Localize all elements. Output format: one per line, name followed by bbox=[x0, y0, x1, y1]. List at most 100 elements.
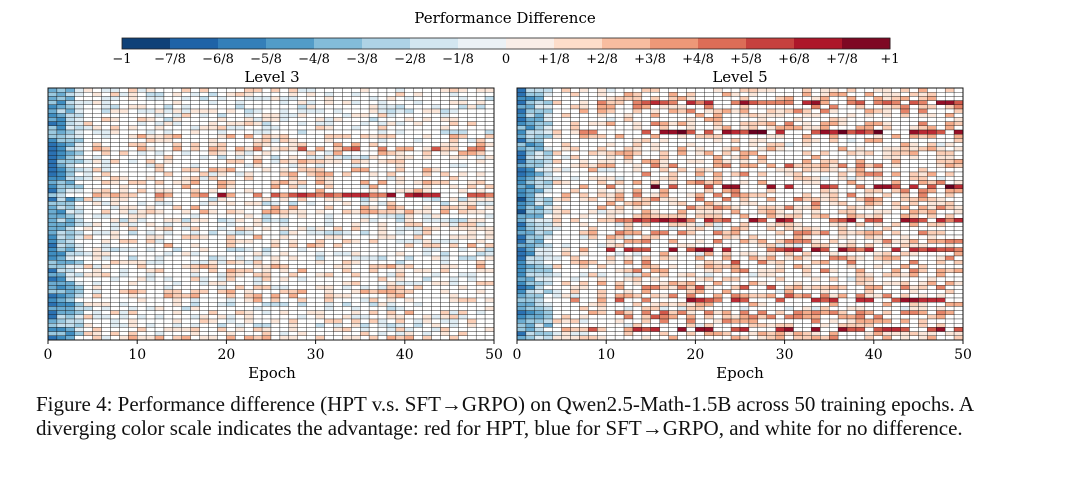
heatmap-cell bbox=[386, 226, 397, 231]
heatmap-cell bbox=[261, 171, 272, 177]
heatmap-cell bbox=[748, 192, 759, 198]
heatmap-cell bbox=[422, 268, 432, 273]
heatmap-cell bbox=[119, 129, 129, 135]
heatmap-cell bbox=[270, 159, 281, 164]
heatmap-cell bbox=[802, 222, 812, 227]
heatmap-cell bbox=[918, 134, 928, 139]
heatmap-cell bbox=[386, 318, 397, 324]
heatmap-cell bbox=[395, 163, 405, 168]
heatmap-cell bbox=[324, 213, 334, 219]
heatmap-cell bbox=[128, 192, 138, 198]
heatmap-cell bbox=[413, 96, 423, 101]
heatmap-cell bbox=[315, 96, 325, 101]
heatmap-cell bbox=[431, 293, 441, 299]
heatmap-cell bbox=[811, 142, 821, 147]
heatmap-cell bbox=[891, 171, 901, 177]
heatmap-cell bbox=[927, 192, 937, 198]
heatmap-cell bbox=[846, 213, 857, 219]
heatmap-cell bbox=[757, 92, 767, 97]
heatmap-cell bbox=[101, 167, 111, 173]
heatmap-cell bbox=[855, 226, 866, 231]
heatmap-cell bbox=[695, 100, 705, 105]
heatmap-cell bbox=[668, 176, 678, 181]
heatmap-cell bbox=[927, 134, 937, 139]
heatmap-cell bbox=[315, 92, 325, 97]
heatmap-cell bbox=[190, 268, 200, 273]
heatmap-cell bbox=[351, 146, 361, 152]
heatmap-cell bbox=[650, 146, 660, 152]
heatmap-cell bbox=[597, 247, 607, 252]
heatmap-cell bbox=[252, 138, 263, 143]
heatmap-cell bbox=[324, 306, 334, 311]
heatmap-cell bbox=[641, 134, 651, 139]
heatmap-cell bbox=[324, 268, 334, 273]
heatmap-cell bbox=[837, 197, 848, 202]
heatmap-cell bbox=[543, 159, 553, 164]
heatmap-cell bbox=[704, 163, 714, 168]
heatmap-cell bbox=[730, 167, 741, 173]
heatmap-cell bbox=[306, 226, 316, 231]
heatmap-cell bbox=[47, 335, 58, 341]
heatmap-cell bbox=[606, 176, 616, 181]
heatmap-cell bbox=[855, 108, 866, 114]
heatmap-cell bbox=[154, 117, 165, 122]
heatmap-cell bbox=[552, 125, 562, 131]
heatmap-cell bbox=[235, 125, 245, 131]
heatmap-cell bbox=[172, 184, 182, 189]
heatmap-cell bbox=[306, 331, 316, 336]
heatmap-cell bbox=[261, 335, 272, 341]
heatmap-cell bbox=[145, 251, 156, 257]
heatmap-cell bbox=[110, 234, 120, 240]
heatmap-cell bbox=[873, 117, 883, 122]
heatmap-cell bbox=[704, 197, 714, 202]
heatmap-cell bbox=[431, 121, 441, 126]
heatmap-cell bbox=[632, 146, 643, 152]
heatmap-cell bbox=[386, 243, 397, 248]
heatmap-cell bbox=[413, 155, 423, 160]
heatmap-cell bbox=[944, 176, 955, 181]
heatmap-cell bbox=[199, 293, 209, 299]
heatmap-cell bbox=[900, 155, 910, 160]
heatmap-cell bbox=[92, 314, 102, 320]
heatmap-cell bbox=[172, 251, 182, 257]
heatmap-cell bbox=[837, 167, 848, 173]
heatmap-cell bbox=[288, 306, 298, 311]
heatmap-cell bbox=[145, 125, 156, 131]
heatmap-cell bbox=[766, 100, 776, 105]
heatmap-cell bbox=[270, 251, 281, 257]
heatmap-cell bbox=[431, 218, 441, 223]
heatmap-cell bbox=[404, 331, 414, 336]
heatmap-cell bbox=[128, 180, 138, 185]
heatmap-cell bbox=[217, 302, 227, 307]
heatmap-cell bbox=[306, 87, 316, 93]
heatmap-cell bbox=[739, 146, 750, 152]
heatmap-cell bbox=[713, 138, 723, 143]
heatmap-cell bbox=[864, 167, 874, 173]
heatmap-cell bbox=[154, 243, 165, 248]
heatmap-cell bbox=[713, 146, 723, 152]
heatmap-cell bbox=[793, 201, 803, 206]
heatmap-cell bbox=[467, 171, 477, 177]
heatmap-cell bbox=[395, 335, 405, 341]
heatmap-cell bbox=[484, 297, 495, 303]
heatmap-cell bbox=[739, 167, 750, 173]
heatmap-cell bbox=[588, 104, 598, 110]
heatmap-cell bbox=[820, 138, 830, 143]
heatmap-cell bbox=[484, 100, 495, 105]
heatmap-cell bbox=[288, 125, 298, 131]
heatmap-cell bbox=[449, 121, 459, 126]
heatmap-cell bbox=[668, 209, 678, 215]
heatmap-cell bbox=[475, 318, 486, 324]
heatmap-cell bbox=[368, 272, 379, 278]
heatmap-cell bbox=[704, 192, 714, 198]
heatmap-cell bbox=[927, 113, 937, 118]
heatmap-cell bbox=[297, 205, 307, 210]
heatmap-cell bbox=[440, 188, 450, 194]
heatmap-cell bbox=[650, 222, 660, 227]
heatmap-cell bbox=[252, 268, 263, 273]
heatmap-cell bbox=[270, 125, 281, 131]
heatmap-cell bbox=[552, 247, 562, 252]
heatmap-cell bbox=[944, 125, 955, 131]
heatmap-cell bbox=[552, 167, 562, 173]
heatmap-cell bbox=[793, 146, 803, 152]
